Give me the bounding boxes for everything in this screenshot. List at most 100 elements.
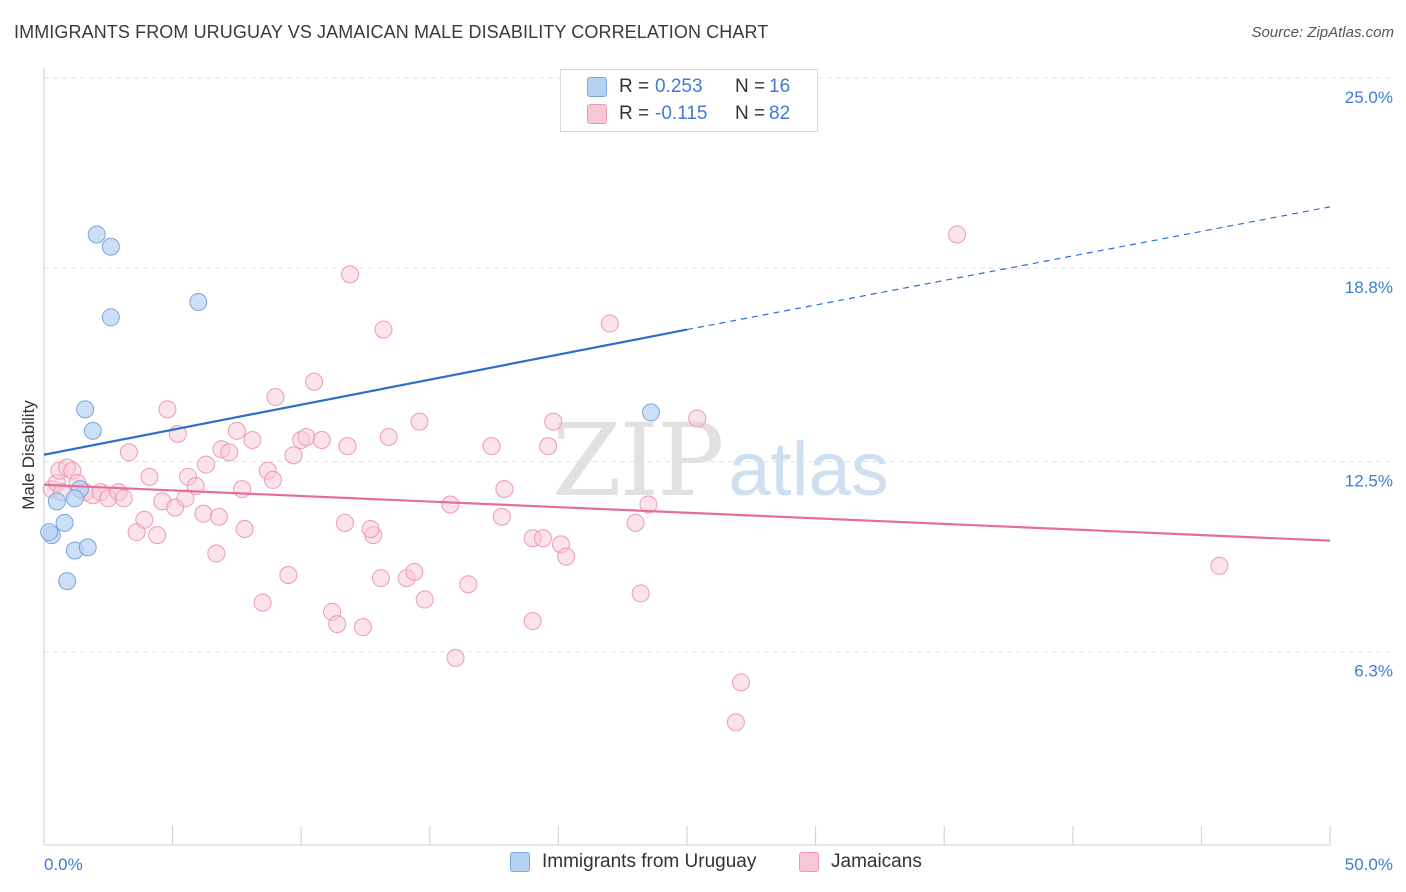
jamaicans-point (341, 265, 360, 284)
jamaicans-point (533, 529, 552, 548)
jamaicans-point (209, 507, 228, 526)
jamaicans-point (405, 562, 424, 581)
n-label: N = (735, 103, 766, 124)
jamaicans-point (492, 507, 511, 526)
jamaicans-point (158, 400, 177, 419)
uruguay-point (76, 400, 95, 419)
uruguay-point (47, 492, 66, 511)
y-tick-label: 18.8% (1345, 278, 1393, 297)
jamaicans-point (726, 713, 745, 732)
uruguay-point (58, 572, 77, 591)
n-label: N = (735, 76, 766, 97)
uruguay-point (83, 421, 102, 440)
uruguay-point (641, 403, 660, 422)
jamaicans-point (194, 504, 213, 523)
jamaicans-point (557, 547, 576, 566)
jamaicans-point (374, 320, 393, 339)
jamaicans-point (639, 495, 658, 514)
uruguay-point (189, 292, 208, 311)
jamaicans-point (410, 412, 429, 431)
jamaicans-point (688, 409, 707, 428)
jamaicans-point (338, 437, 357, 456)
jamaicans-point (631, 584, 650, 603)
jamaicans-point (415, 590, 434, 609)
jamaicans-point (148, 526, 167, 545)
r-value: 0.253 (655, 76, 703, 97)
legend-swatch-blue (510, 852, 530, 872)
chart-title: IMMIGRANTS FROM URUGUAY VS JAMAICAN MALE… (14, 22, 769, 42)
y-tick-label: 12.5% (1345, 472, 1393, 491)
jamaicans-point (600, 314, 619, 333)
legend-swatch-blue (587, 77, 607, 97)
stats-legend: R = 0.253 N = 16 R = -0.115 N = 82 (560, 69, 818, 132)
jamaicans-point (243, 431, 262, 450)
jamaicans-point (305, 372, 324, 391)
uruguay-point (65, 489, 84, 508)
jamaicans-point (253, 593, 272, 612)
jamaicans-point (459, 575, 478, 594)
stats-legend-row-uruguay: R = 0.253 N = 16 (587, 76, 790, 98)
jamaicans-point (114, 489, 133, 508)
jamaicans-point (135, 510, 154, 529)
x-tick-label: 50.0% (1345, 855, 1393, 874)
jamaicans-point (371, 569, 390, 588)
uruguay-point (40, 523, 59, 542)
jamaicans-point (1210, 556, 1229, 575)
jamaicans-point (197, 455, 216, 474)
jamaicans-point (353, 618, 372, 637)
jamaicans-point (207, 544, 226, 563)
stats-legend-row-jamaicans: R = -0.115 N = 82 (587, 103, 790, 125)
jamaicans-point (176, 489, 195, 508)
jamaicans-point (732, 673, 751, 692)
jamaicans-point (948, 225, 967, 244)
y-tick-label: 25.0% (1345, 88, 1393, 107)
jamaicans-point (312, 431, 331, 450)
series-legend: Immigrants from Uruguay Jamaicans (0, 851, 1406, 877)
jamaicans-point (441, 495, 460, 514)
source-label: Source: ZipAtlas.com (1251, 24, 1394, 41)
uruguay-point (87, 225, 106, 244)
jamaicans-point (482, 437, 501, 456)
y-axis-label: Male Disability (19, 400, 38, 510)
r-value: -0.115 (655, 103, 708, 124)
n-value: 16 (769, 76, 791, 97)
jamaicans-point (263, 470, 282, 489)
n-value: 82 (769, 103, 791, 124)
jamaicans-point (284, 446, 303, 465)
jamaicans-trendline (43, 483, 1331, 542)
series-legend-jamaicans[interactable]: Jamaicans (799, 851, 922, 873)
legend-swatch-pink (587, 104, 607, 124)
uruguay-trendline (43, 328, 688, 456)
jamaicans-point (523, 612, 542, 631)
jamaicans-point (220, 443, 239, 462)
jamaicans-point (119, 443, 138, 462)
jamaicans-point (279, 566, 298, 585)
x-tick-label: 0.0% (44, 855, 83, 874)
jamaicans-point (328, 615, 347, 634)
jamaicans-point (140, 467, 159, 486)
uruguay-point (101, 237, 120, 256)
legend-swatch-pink (799, 852, 819, 872)
jamaicans-point (379, 427, 398, 446)
jamaicans-point (626, 513, 645, 532)
jamaicans-point (544, 412, 563, 431)
series-name: Immigrants from Uruguay (542, 851, 757, 872)
jamaicans-point (446, 648, 465, 667)
jamaicans-point (495, 480, 514, 499)
jamaicans-point (235, 519, 254, 538)
jamaicans-point (361, 519, 380, 538)
jamaicans-point (233, 480, 252, 499)
r-label: R = (619, 103, 650, 124)
jamaicans-point (266, 388, 285, 407)
uruguay-point (101, 308, 120, 327)
jamaicans-point (539, 437, 558, 456)
r-label: R = (619, 76, 650, 97)
uruguay-point (78, 538, 97, 557)
jamaicans-point (335, 513, 354, 532)
jamaicans-point (227, 421, 246, 440)
jamaicans-point (297, 427, 316, 446)
uruguay-point (55, 513, 74, 532)
series-legend-uruguay[interactable]: Immigrants from Uruguay (510, 851, 756, 873)
y-tick-label: 6.3% (1354, 662, 1393, 681)
